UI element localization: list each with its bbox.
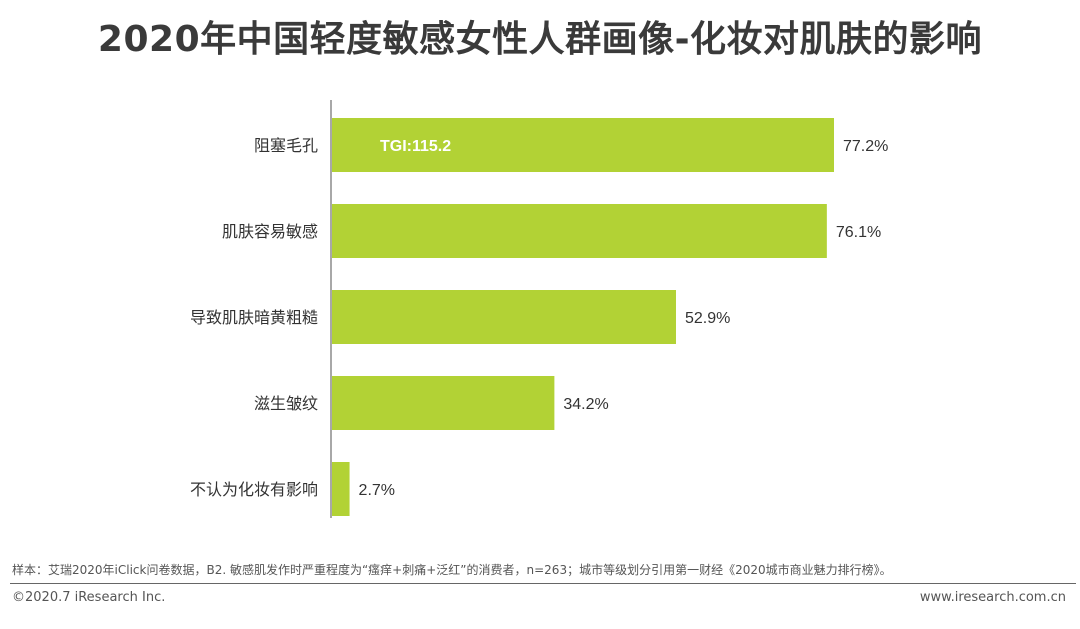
category-label-1: 肌肤容易敏感 — [222, 222, 318, 241]
page-title: 2020年中国轻度敏感女性人群画像-化妆对肌肤的影响 — [97, 19, 983, 60]
bars-layer — [332, 118, 834, 516]
labels-layer: 阻塞毛孔 77.2% 肌肤容易敏感 76.1% 导致肌肤暗黄粗糙 52.9% 滋生皱纹 34.… — [190, 136, 888, 499]
value-label-3: 34.2% — [563, 396, 608, 413]
footer-divider — [10, 583, 1076, 584]
website-link[interactable]: www.iresearch.com.cn — [919, 590, 1066, 605]
category-label-2: 导致肌肤暗黄粗糙 — [190, 308, 318, 327]
bar-1 — [332, 204, 827, 258]
copyright-text: ©2020.7 iResearch Inc. — [12, 590, 166, 605]
bar-0 — [332, 118, 834, 172]
bar-2 — [332, 290, 676, 344]
category-label-3: 滋生皱纹 — [254, 394, 318, 413]
value-label-4: 2.7% — [359, 482, 395, 499]
value-label-2: 52.9% — [685, 310, 730, 327]
value-label-1: 76.1% — [836, 224, 881, 241]
value-label-0: 77.2% — [843, 138, 888, 155]
sample-note: 样本：艾瑞2020年iClick问卷数据，B2. 敏感肌发作时严重程度为“瘙痒+… — [12, 563, 892, 577]
category-label-4: 不认为化妆有影响 — [190, 480, 318, 499]
tgi-annotation: TGI:115.2 — [380, 138, 451, 155]
category-label-0: 阻塞毛孔 — [254, 136, 318, 155]
bar-3 — [332, 376, 555, 430]
bar-4 — [332, 462, 350, 516]
